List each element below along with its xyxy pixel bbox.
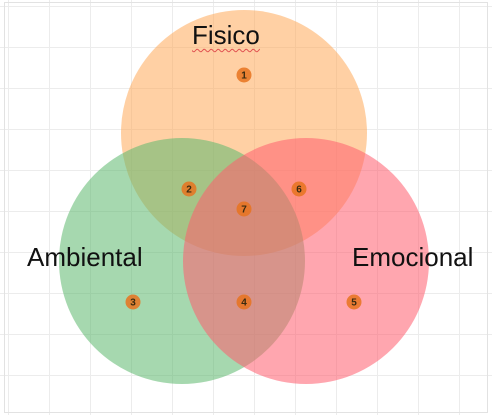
region-marker-1: 1 bbox=[236, 67, 252, 83]
set-label-fisico: Fisico bbox=[192, 20, 260, 50]
region-number: 5 bbox=[351, 298, 357, 309]
region-marker-dot bbox=[291, 181, 307, 197]
region-marker-7: 7 bbox=[236, 201, 252, 217]
region-marker-dot bbox=[181, 181, 197, 197]
region-marker-dot bbox=[236, 67, 252, 83]
circle-emocional bbox=[183, 138, 429, 384]
region-marker-dot bbox=[125, 294, 141, 310]
region-number: 1 bbox=[241, 71, 247, 82]
region-number: 4 bbox=[241, 298, 247, 309]
region-number: 6 bbox=[296, 185, 302, 196]
region-marker-dot bbox=[346, 294, 362, 310]
region-marker-5: 5 bbox=[346, 294, 362, 310]
region-marker-3: 3 bbox=[125, 294, 141, 310]
region-marker-4: 4 bbox=[236, 294, 252, 310]
region-number: 2 bbox=[186, 185, 192, 196]
region-number: 3 bbox=[130, 298, 136, 309]
region-marker-6: 6 bbox=[291, 181, 307, 197]
region-marker-dot bbox=[236, 294, 252, 310]
region-marker-dot bbox=[236, 201, 252, 217]
set-label-ambiental: Ambiental bbox=[27, 242, 143, 272]
set-label-emocional: Emocional bbox=[352, 242, 474, 272]
region-marker-2: 2 bbox=[181, 181, 197, 197]
region-number: 7 bbox=[241, 205, 247, 216]
